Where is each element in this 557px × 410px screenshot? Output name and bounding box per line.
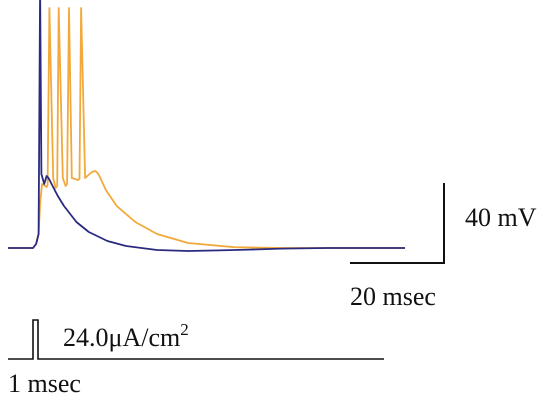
- scale-bar-time-label: 20 msec: [350, 282, 436, 311]
- stimulus-amplitude-value: 24.0μA/cm: [63, 323, 180, 352]
- trace-blue: [8, 0, 405, 252]
- stimulus-amplitude-label: 24.0μA/cm2: [63, 320, 189, 352]
- trace-orange: [8, 7, 405, 249]
- scale-bar-voltage-label: 40 mV: [465, 203, 537, 232]
- stimulus-trace: [8, 319, 384, 360]
- voltage-traces: [8, 0, 405, 252]
- stimulus-amplitude-exponent: 2: [180, 320, 189, 339]
- stimulus-duration-label: 1 msec: [8, 369, 81, 398]
